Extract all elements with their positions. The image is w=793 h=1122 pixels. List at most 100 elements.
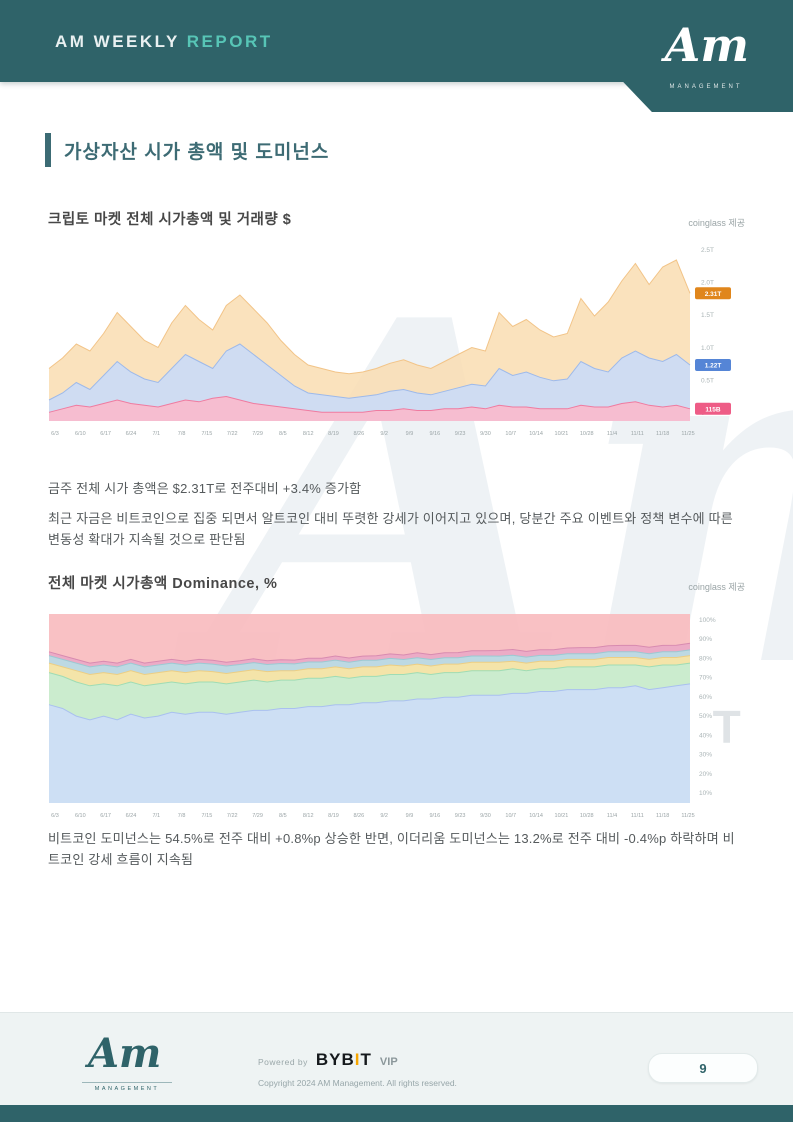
svg-text:115B: 115B: [705, 406, 720, 413]
footer-bottom-strip: [0, 1105, 793, 1122]
svg-text:8/12: 8/12: [303, 431, 314, 437]
svg-text:6/10: 6/10: [75, 813, 86, 819]
svg-text:9/9: 9/9: [406, 431, 414, 437]
svg-text:9/16: 9/16: [429, 431, 440, 437]
svg-text:9/30: 9/30: [480, 431, 491, 437]
svg-text:7/22: 7/22: [227, 813, 238, 819]
svg-text:10/7: 10/7: [505, 431, 516, 437]
am-logo-icon: Am: [664, 18, 749, 72]
am-logo-subtext: MANAGEMENT: [669, 84, 743, 90]
svg-text:8/19: 8/19: [328, 431, 339, 437]
chart1-heading-row: 크립토 마켓 전체 시가총액 및 거래량 $ coinglass 제공: [48, 208, 745, 229]
market-cap-volume-chart: 2.5T2.0T1.5T1.0T0.5T02.31T1.22T115B6/36/…: [48, 247, 731, 437]
bybit-logo-part2: T: [360, 1050, 372, 1069]
svg-text:70%: 70%: [699, 675, 712, 682]
svg-text:1.0T: 1.0T: [701, 345, 714, 352]
svg-text:50%: 50%: [699, 713, 712, 720]
svg-text:10%: 10%: [699, 790, 712, 797]
note-market-cap: 금주 전체 시가 총액은 $2.31T로 전주대비 +3.4% 증가함: [48, 481, 362, 496]
dominance-chart: 100% 90% 80% 70% 60% 50% 40% 30% 20% 10% 6/3 6/10 6/…: [48, 614, 716, 819]
svg-text:9/2: 9/2: [380, 813, 388, 819]
svg-text:11/18: 11/18: [656, 813, 669, 819]
svg-text:11/25: 11/25: [681, 431, 694, 437]
copyright-text: Copyright 2024 AM Management. All rights…: [258, 1078, 457, 1088]
chart1-subtitle: 크립토 마켓 전체 시가총액 및 거래량 $: [48, 212, 292, 228]
svg-text:6/24: 6/24: [126, 431, 137, 437]
svg-text:6/10: 6/10: [75, 431, 86, 437]
svg-text:6/17: 6/17: [100, 813, 111, 819]
svg-text:6/3: 6/3: [51, 813, 59, 819]
svg-text:7/15: 7/15: [202, 431, 213, 437]
svg-text:10/21: 10/21: [555, 431, 569, 437]
svg-text:9/9: 9/9: [406, 813, 414, 819]
svg-text:7/8: 7/8: [178, 431, 186, 437]
svg-text:0.5T: 0.5T: [701, 377, 714, 384]
svg-text:10/14: 10/14: [529, 431, 543, 437]
svg-text:2.0T: 2.0T: [701, 280, 714, 287]
svg-text:9/16: 9/16: [429, 813, 440, 819]
chart2-subtitle: 전체 마켓 시가총액 Dominance, %: [48, 576, 278, 592]
section-title-row: 가상자산 시가 총액 및 도미넌스: [45, 133, 329, 167]
svg-text:8/26: 8/26: [353, 431, 364, 437]
section-title: 가상자산 시가 총액 및 도미넌스: [64, 141, 330, 163]
svg-text:7/22: 7/22: [227, 431, 238, 437]
svg-text:11/4: 11/4: [607, 431, 617, 437]
svg-text:60%: 60%: [699, 694, 712, 701]
svg-text:7/8: 7/8: [178, 813, 186, 819]
svg-text:7/1: 7/1: [152, 813, 160, 819]
svg-text:7/15: 7/15: [202, 813, 213, 819]
svg-text:10/7: 10/7: [505, 813, 516, 819]
svg-text:10/28: 10/28: [580, 813, 594, 819]
svg-text:10/28: 10/28: [580, 431, 594, 437]
svg-text:11/11: 11/11: [631, 431, 644, 437]
svg-text:7/1: 7/1: [152, 431, 160, 437]
brand-suffix-label: VIP: [379, 1056, 398, 1068]
svg-text:6/3: 6/3: [51, 431, 59, 437]
header-title-accent: REPORT: [186, 32, 273, 51]
powered-by-label: Powered by: [258, 1057, 308, 1067]
bybit-logo-accent: I: [354, 1050, 361, 1069]
chart2-heading-row: 전체 마켓 시가총액 Dominance, % coinglass 제공: [48, 572, 745, 593]
svg-text:9/23: 9/23: [455, 431, 466, 437]
svg-text:20%: 20%: [699, 771, 712, 778]
footer-powered-row: Powered by BYBIT VIP: [258, 1050, 398, 1070]
svg-text:6/17: 6/17: [100, 431, 111, 437]
note-market-comment: 최근 자금은 비트코인으로 집중 되면서 알트코인 대비 뚜렷한 강세가 이어지…: [48, 511, 733, 548]
header-logo-block: [623, 0, 793, 112]
note-dominance: 비트코인 도미넌스는 54.5%로 전주 대비 +0.8%p 상승한 반면, 이…: [48, 831, 735, 868]
header-title-primary: AM WEEKLY: [55, 32, 180, 51]
header-title: AM WEEKLY REPORT: [55, 32, 273, 52]
svg-text:6/24: 6/24: [126, 813, 137, 819]
svg-text:11/18: 11/18: [656, 431, 669, 437]
svg-text:40%: 40%: [699, 732, 712, 739]
svg-text:8/5: 8/5: [279, 813, 287, 819]
svg-text:2.5T: 2.5T: [701, 247, 714, 254]
page-number-pill: 9: [648, 1053, 758, 1083]
svg-text:11/4: 11/4: [607, 813, 617, 819]
svg-text:9/2: 9/2: [380, 431, 388, 437]
svg-text:8/26: 8/26: [353, 813, 364, 819]
section-title-accent-bar: [45, 133, 51, 167]
svg-text:8/19: 8/19: [328, 813, 339, 819]
svg-text:100%: 100%: [699, 617, 716, 624]
chart2-source-label: coinglass 제공: [688, 582, 745, 592]
svg-text:80%: 80%: [699, 655, 712, 662]
svg-text:7/29: 7/29: [252, 813, 263, 819]
page-number: 9: [699, 1060, 707, 1076]
svg-text:9/23: 9/23: [455, 813, 466, 819]
chart1-source-label: coinglass 제공: [688, 218, 745, 228]
svg-text:90%: 90%: [699, 636, 712, 643]
svg-text:7/29: 7/29: [252, 431, 263, 437]
bybit-logo-part1: BYB: [315, 1050, 355, 1069]
svg-text:8/5: 8/5: [279, 431, 287, 437]
footer-am-logo-icon: Am: [88, 1030, 162, 1077]
svg-text:2.31T: 2.31T: [705, 291, 722, 298]
svg-text:1.22T: 1.22T: [705, 363, 722, 370]
svg-text:10/14: 10/14: [529, 813, 543, 819]
svg-text:10/21: 10/21: [555, 813, 569, 819]
svg-text:11/11: 11/11: [631, 813, 644, 819]
svg-text:30%: 30%: [699, 752, 712, 759]
svg-text:8/12: 8/12: [303, 813, 314, 819]
svg-text:9/30: 9/30: [480, 813, 491, 819]
